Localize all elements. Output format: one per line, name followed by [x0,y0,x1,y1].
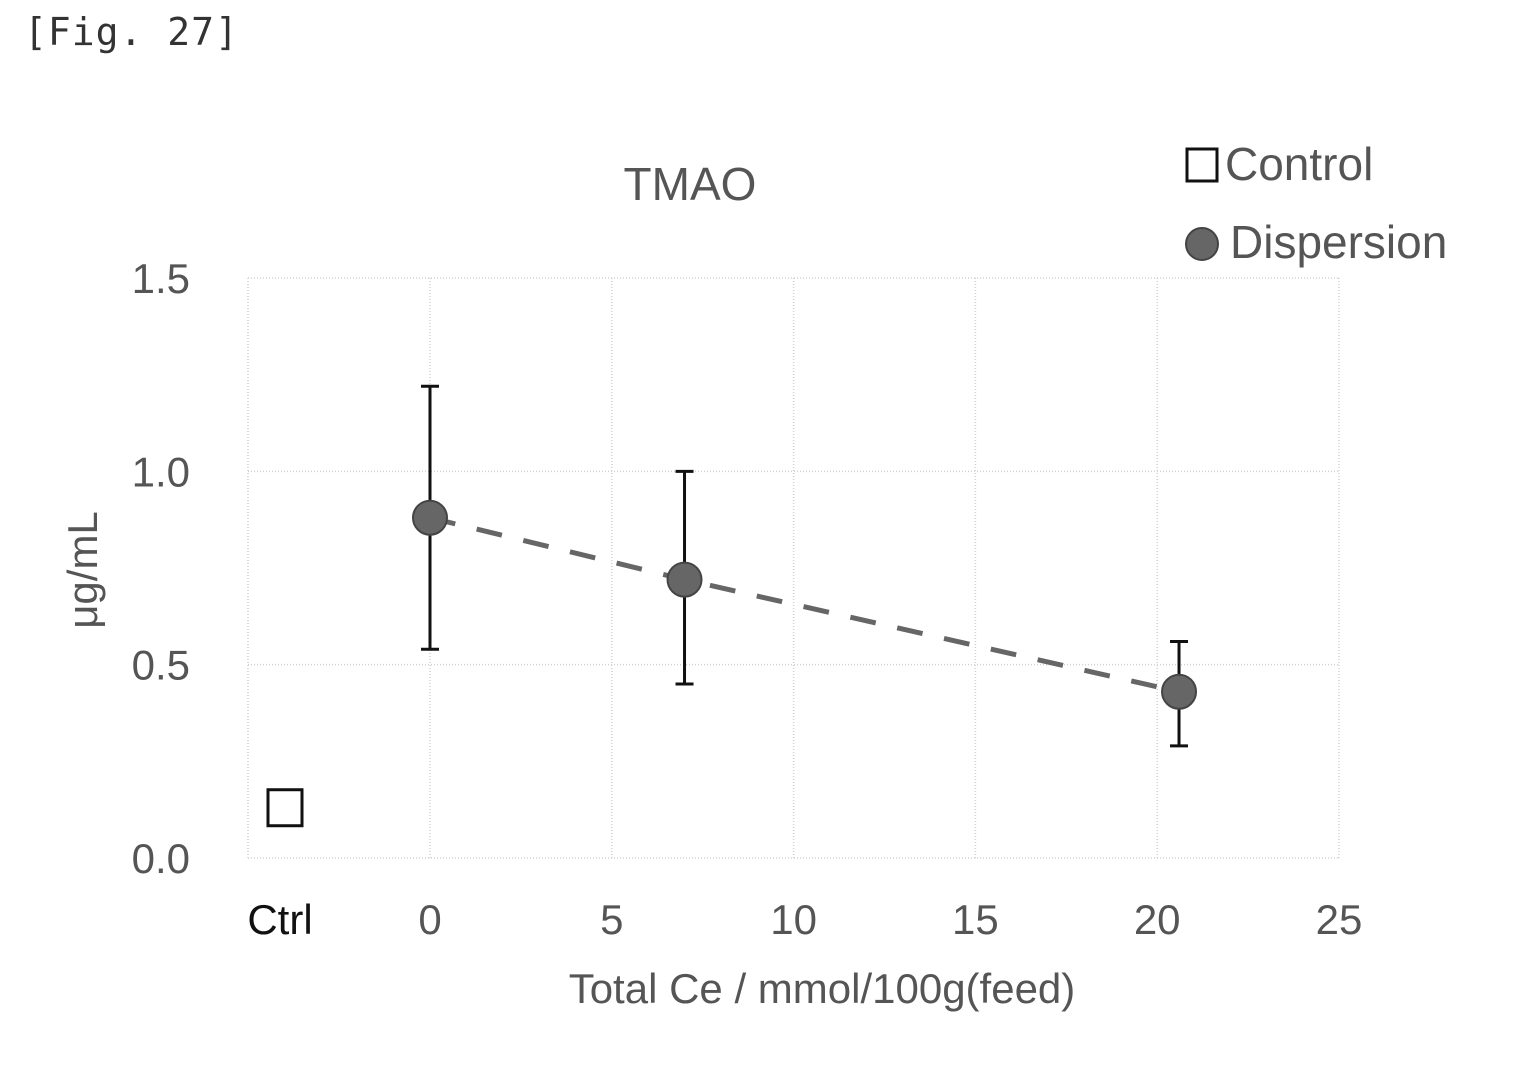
dispersion-trend-line [429,515,1180,695]
series-layer [266,384,1198,828]
figure-label: [Fig. 27] [24,10,239,54]
y-tick-label-0: 0.0 [132,835,190,882]
chart-title: TMAO [624,158,757,210]
y-tick-label-1: 0.5 [132,642,190,689]
x-tick-label-0: 0 [418,896,441,943]
y-axis-label: μg/mL [59,511,106,629]
x-tick-ctrl: Ctrl [247,896,312,943]
dispersion-point-0 [412,499,448,536]
grid [247,277,1340,859]
legend-dispersion-label: Dispersion [1230,216,1447,268]
y-tick-label-2: 1.0 [132,448,190,495]
legend: Control Dispersion [1185,138,1447,268]
dispersion-point-1 [666,561,703,598]
x-tick-label-4: 20 [1134,896,1181,943]
legend-control-label: Control [1225,138,1373,190]
legend-dispersion-marker [1185,227,1219,261]
x-tick-label-2: 10 [770,896,817,943]
legend-control-marker [1185,147,1219,183]
y-tick-label-3: 1.5 [132,255,190,302]
x-tick-label-1: 5 [600,896,623,943]
tick-labels: 0.0 0.5 1.0 1.5 0 5 10 15 20 25 [132,255,1363,943]
x-tick-label-5: 25 [1316,896,1363,943]
dispersion-point-2 [1161,673,1198,710]
control-point-0 [266,788,304,828]
x-tick-label-3: 15 [952,896,999,943]
x-axis-label: Total Ce / mmol/100g(feed) [569,965,1076,1012]
